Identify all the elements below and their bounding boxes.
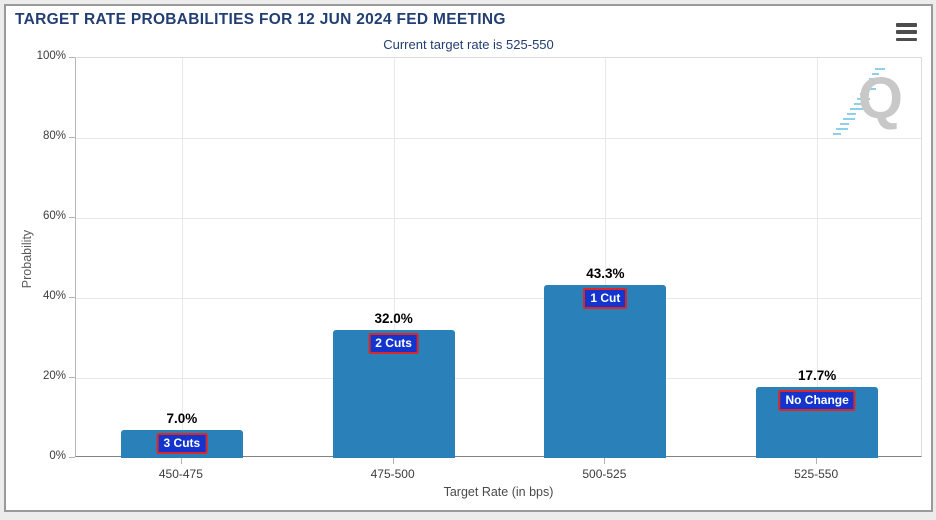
y-tick-label: 0% [49,450,66,462]
probability-bar: 2 Cuts [332,330,455,458]
hamburger-bar [896,37,917,41]
bar-value-label: 17.7% [797,368,837,384]
y-tick-mark [69,57,75,58]
chart-title: TARGET RATE PROBABILITIES FOR 12 JUN 202… [15,11,506,28]
y-tick-mark [69,297,75,298]
x-tick-label: 450-475 [158,467,203,481]
y-tick-mark [69,217,75,218]
rate-move-badge: 3 Cuts [156,433,208,454]
y-tick-mark [69,137,75,138]
hamburger-menu-icon[interactable] [896,23,918,41]
y-tick-label: 40% [42,290,66,302]
bar-value-label: 32.0% [374,311,413,326]
x-tick-label: 475-500 [370,467,415,481]
y-tick-label: 100% [36,50,66,62]
x-tick-label: 500-525 [582,467,627,481]
chart-subtitle: Current target rate is 525-550 [383,37,554,52]
rate-move-badge: No Change [778,390,856,412]
x-tick-mark [604,458,606,464]
y-gridline [76,138,921,139]
logo-q-letter: Q [857,66,903,131]
y-tick-mark [69,377,75,378]
x-gridline [393,58,395,456]
plot-area: Q 3 Cuts 7.0% 2 Cuts 32.0% 1 Cut 43.3% No Chan… [75,57,922,458]
y-gridline [76,378,921,379]
y-gridline [76,218,921,219]
y-tick-mark [69,457,75,458]
x-tick-mark [180,458,182,464]
x-gridline [817,58,819,456]
rate-move-badge: 1 Cut [583,287,628,309]
x-gridline [181,58,183,456]
x-tick-label: 525-550 [794,467,839,481]
probability-bar: 1 Cut [544,284,667,458]
y-tick-label: 80% [42,130,66,142]
y-tick-label: 60% [42,210,66,222]
probability-bar: 3 Cuts [120,430,243,458]
x-tick-mark [816,458,818,464]
bar-value-label: 7.0% [166,411,198,426]
hamburger-bar [896,23,917,27]
bar-value-label: 43.3% [586,265,625,281]
fedwatch-chart-card: TARGET RATE PROBABILITIES FOR 12 JUN 202… [4,4,933,512]
quikstrike-logo: Q [829,64,909,142]
x-gridline [605,58,607,456]
logo-dashes-icon [833,68,885,135]
rate-move-badge: 2 Cuts [368,333,419,354]
y-gridline [76,298,921,299]
x-axis-title: Target Rate (in bps) [443,485,554,499]
y-tick-label: 20% [42,370,66,382]
x-tick-mark [392,458,394,464]
hamburger-bar [896,30,917,34]
probability-bar: No Change [756,387,879,458]
